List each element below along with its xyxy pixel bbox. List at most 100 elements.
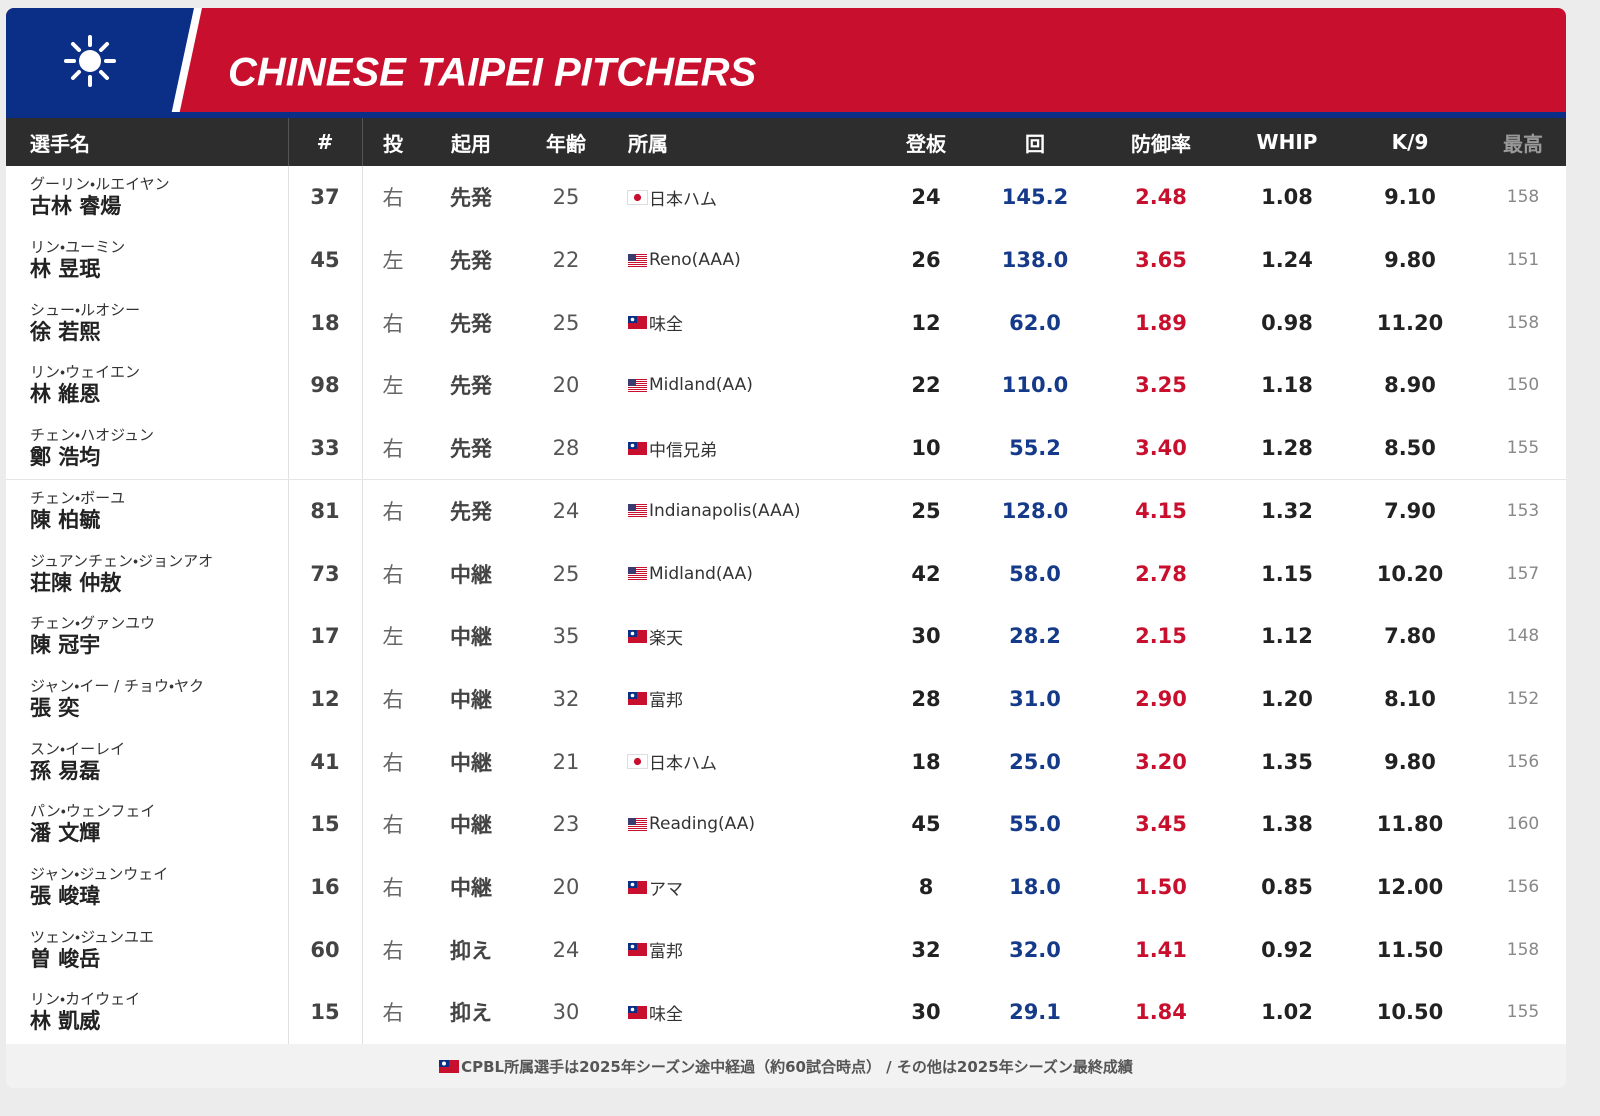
cell-text: 1.24 xyxy=(1261,248,1313,273)
cell-text: 8.50 xyxy=(1384,436,1436,461)
title: CHINESE TAIPEI PITCHERS xyxy=(228,51,757,95)
cell-text: 右 xyxy=(382,813,404,838)
cell-games: 26 xyxy=(870,229,982,292)
cell-role: 中継 xyxy=(424,856,518,919)
player-kana: チェン・ボーユ xyxy=(30,488,126,507)
cell-max: 156 xyxy=(1480,856,1566,919)
cell-text: 右 xyxy=(382,1001,404,1026)
cell-text: 30 xyxy=(911,624,941,649)
column-divider xyxy=(362,855,363,919)
column-divider xyxy=(288,730,289,793)
cell-max: 156 xyxy=(1480,730,1566,793)
cell-k9: 9.80 xyxy=(1340,730,1480,793)
column-divider xyxy=(362,479,363,543)
cell-text: 右 xyxy=(382,437,404,462)
cell-innings: 31.0 xyxy=(982,668,1088,731)
cell-text: 0.92 xyxy=(1261,937,1313,962)
cell-games: 30 xyxy=(870,605,982,668)
cell-text: 9.10 xyxy=(1384,185,1436,210)
cell-text: 138.0 xyxy=(1001,248,1069,273)
flag xyxy=(628,1005,647,1019)
cell-era: 4.15 xyxy=(1088,480,1234,543)
cell-text: 152 xyxy=(1506,688,1540,709)
player-cell: チェン・ハオジュン鄭 浩均 xyxy=(6,417,288,480)
cell-age: 20 xyxy=(518,856,614,919)
cell-text: 28.2 xyxy=(1009,624,1061,649)
cell-role: 先発 xyxy=(424,354,518,417)
cell-text: 128.0 xyxy=(1001,498,1069,523)
cell-text: 33 xyxy=(310,436,340,461)
cell-text: 158 xyxy=(1506,939,1540,960)
table-row: ツェン・ジュンユエ曽 峻岳 60 右 抑え 24 富邦 32 32.0 1.41 0.92 11.5… xyxy=(6,918,1566,983)
cell-age: 28 xyxy=(518,417,614,480)
flag xyxy=(628,629,647,643)
player-cell: チェン・グァンユウ陳 冠宇 xyxy=(6,605,288,668)
table-row: リン・ユーミン林 昱珉 45 左 先発 22 Reno(AAA) 26 138.0 3.65 1.… xyxy=(6,228,1566,293)
player-cell: ジュアンチェン・ジョンアオ 荘陳 仲敖 xyxy=(6,542,288,605)
cell-text: 21 xyxy=(552,749,580,774)
cell-whip: 1.15 xyxy=(1234,542,1340,605)
cell-text: 富邦 xyxy=(649,942,683,963)
cell-games: 42 xyxy=(870,542,982,605)
column-header: WHIP xyxy=(1256,130,1318,154)
cell-k9: 10.50 xyxy=(1340,981,1480,1044)
cell-text: 28 xyxy=(552,436,580,461)
table-row: リン・ウェイエン林 維恩 98 左 先発 20 Midland(AA) 22 110.0 3.2… xyxy=(6,354,1566,418)
cell-text: 12.00 xyxy=(1376,875,1444,900)
player-kana: シュー・ルオシー xyxy=(30,300,141,319)
player-cell: ジャン・イー / チョウ・ヤク張 奕 xyxy=(6,668,288,731)
cell-text: 24 xyxy=(552,498,580,523)
cell-whip: 1.35 xyxy=(1234,730,1340,793)
cell-text: 18 xyxy=(911,749,941,774)
cell-text: 98 xyxy=(310,373,340,398)
cell-max: 153 xyxy=(1480,480,1566,543)
table-header: 選手名 # 投 起用 年齢 所属 登板 回 防御率 WHIP K/9 最高 xyxy=(6,118,1566,166)
flag xyxy=(628,441,647,455)
cell-games: 32 xyxy=(870,918,982,981)
cell-innings: 28.2 xyxy=(982,605,1088,668)
player-name: 徐 若熙 xyxy=(30,319,101,344)
cell-text: 3.45 xyxy=(1135,812,1187,837)
cell-text: 62.0 xyxy=(1009,310,1061,335)
cell-era: 1.89 xyxy=(1088,291,1234,354)
player-kana: グーリン・ルエイヤン xyxy=(30,175,170,194)
cell-text: 1.89 xyxy=(1135,310,1187,335)
cell-text: 22 xyxy=(911,373,941,398)
cell-number: 45 xyxy=(288,229,362,292)
cell-text: 32 xyxy=(552,686,580,711)
cell-innings: 25.0 xyxy=(982,730,1088,793)
cell-k9: 8.10 xyxy=(1340,668,1480,731)
cell-team: アマ xyxy=(614,856,870,919)
cell-text: 32.0 xyxy=(1009,937,1061,962)
cell-era: 2.48 xyxy=(1088,166,1234,229)
player-kana: ジャン・イー / チョウ・ヤク xyxy=(30,676,205,695)
cell-team: 日本ハム xyxy=(614,166,870,229)
cell-max: 160 xyxy=(1480,793,1566,856)
player-name: 荘陳 仲敖 xyxy=(30,570,122,595)
cell-text: 右 xyxy=(382,938,404,963)
cell-k9: 8.90 xyxy=(1340,354,1480,417)
cell-whip: 1.28 xyxy=(1234,417,1340,480)
cell-number: 98 xyxy=(288,354,362,417)
cell-role: 抑え xyxy=(424,918,518,981)
cell-text: 81 xyxy=(310,498,340,523)
cell-number: 41 xyxy=(288,730,362,793)
cell-role: 先発 xyxy=(424,291,518,354)
cell-text: 抑え xyxy=(450,938,492,963)
cell-number: 17 xyxy=(288,605,362,668)
column-divider xyxy=(362,604,363,668)
cell-text: 4.15 xyxy=(1135,498,1187,523)
cell-hand: 右 xyxy=(362,793,424,856)
column-header: 所属 xyxy=(628,131,668,156)
player-cell: ジャン・ジュンウェイ張 峻瑋 xyxy=(6,856,288,919)
cell-text: 11.20 xyxy=(1376,310,1444,335)
cell-hand: 右 xyxy=(362,856,424,919)
cell-text: 先発 xyxy=(450,186,492,211)
cell-text: 3.25 xyxy=(1135,373,1187,398)
player-name: 張 峻瑋 xyxy=(30,884,101,909)
column-header: 回 xyxy=(1025,131,1045,156)
cell-innings: 29.1 xyxy=(982,981,1088,1044)
cell-text: 28 xyxy=(911,686,941,711)
cell-age: 24 xyxy=(518,480,614,543)
column-header: 最高 xyxy=(1503,131,1543,156)
